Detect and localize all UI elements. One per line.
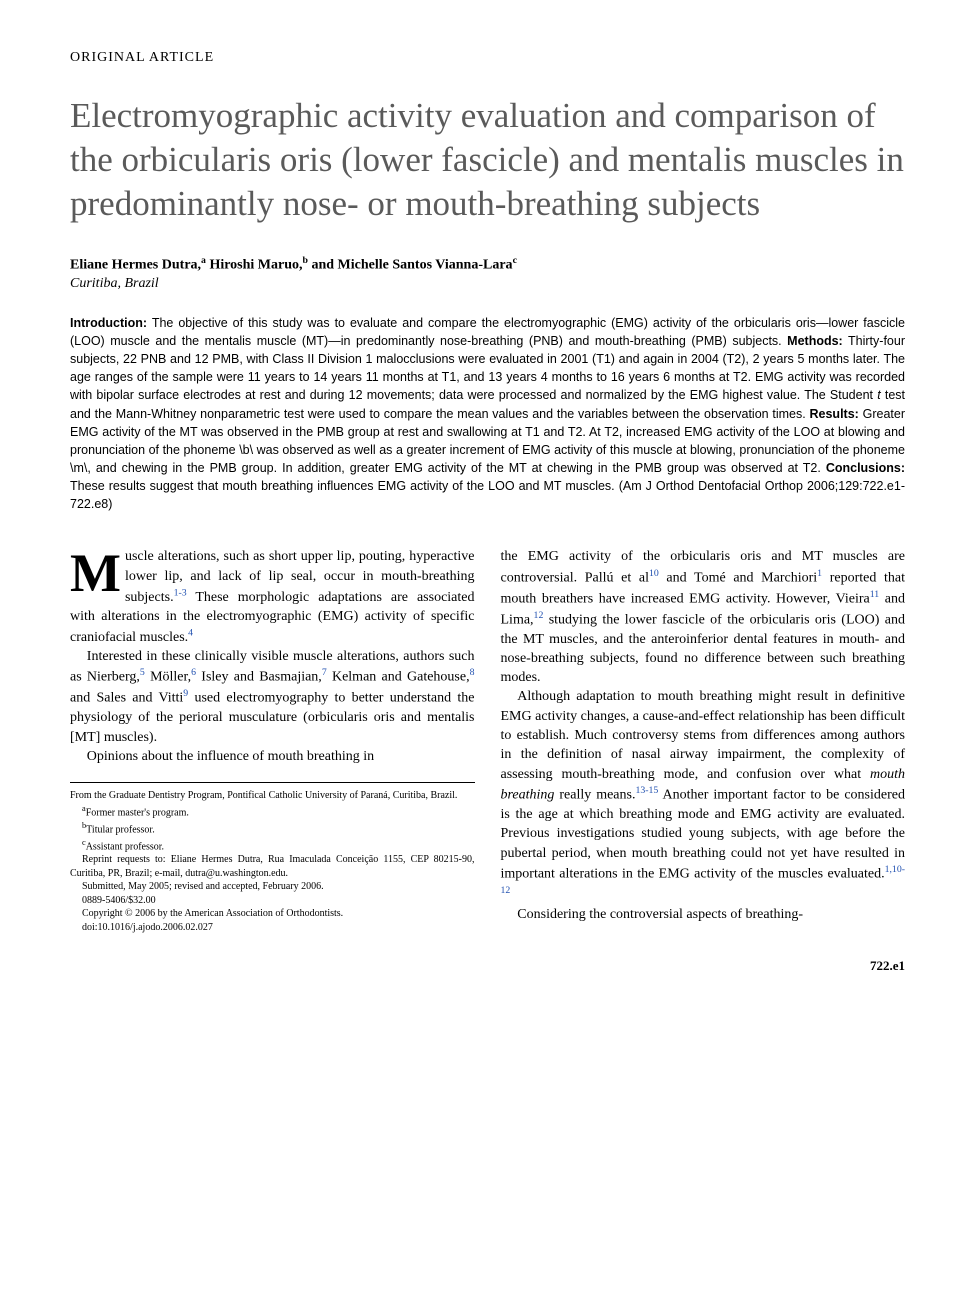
page-number: 722.e1 <box>70 958 905 974</box>
abstract-intro-text: The objective of this study was to evalu… <box>70 316 905 348</box>
footnote-line: aFormer master's program. <box>70 803 475 820</box>
footnote-line: cAssistant professor. <box>70 837 475 854</box>
footnote-line: Submitted, May 2005; revised and accepte… <box>70 880 475 894</box>
abstract-block: Introduction: The objective of this stud… <box>70 314 905 513</box>
body-paragraph-6: Considering the controversial aspects of… <box>501 905 906 924</box>
article-title: Electromyographic activity evaluation an… <box>70 94 905 225</box>
abstract-methods-label: Methods: <box>787 334 843 348</box>
footnote-line: 0889-5406/$32.00 <box>70 894 475 908</box>
abstract-conclusions-label: Conclusions: <box>826 461 905 475</box>
footnote-line: bTitular professor. <box>70 820 475 837</box>
footnote-line: Copyright © 2006 by the American Associa… <box>70 907 475 921</box>
body-paragraph-5: Although adaptation to mouth breathing m… <box>501 687 906 904</box>
footnotes-block: From the Graduate Dentistry Program, Pon… <box>70 782 475 934</box>
article-type: ORIGINAL ARTICLE <box>70 50 905 66</box>
footnote-line: doi:10.1016/j.ajodo.2006.02.027 <box>70 921 475 935</box>
body-paragraph-3: Opinions about the influence of mouth br… <box>70 747 475 766</box>
footnote-line: Reprint requests to: Eliane Hermes Dutra… <box>70 853 475 880</box>
body-paragraph-1: Muscle alterations, such as short upper … <box>70 547 475 647</box>
abstract-results-label: Results: <box>810 407 859 421</box>
author-affiliation: Curitiba, Brazil <box>70 276 905 292</box>
author-list: Eliane Hermes Dutra,a Hiroshi Maruo,b an… <box>70 255 905 274</box>
abstract-conclusions-text: These results suggest that mouth breathi… <box>70 479 905 511</box>
body-paragraph-2: Interested in these clinically visible m… <box>70 647 475 747</box>
dropcap: M <box>70 547 125 597</box>
body-text: Muscle alterations, such as short upper … <box>70 547 905 934</box>
footnote-line: From the Graduate Dentistry Program, Pon… <box>70 789 475 803</box>
abstract-intro-label: Introduction: <box>70 316 147 330</box>
body-paragraph-4: the EMG activity of the orbicularis oris… <box>501 547 906 687</box>
